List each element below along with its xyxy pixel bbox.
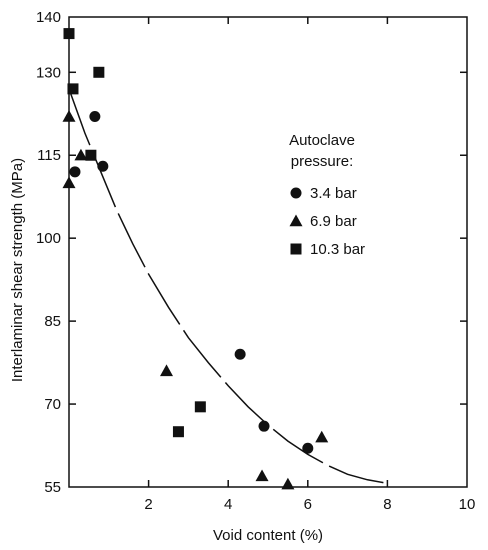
x-tick-label: 2 bbox=[144, 496, 152, 513]
data-point-6_9-bar bbox=[281, 477, 295, 490]
legend-title-line: pressure: bbox=[291, 153, 354, 170]
legend: Autoclave pressure: 3.4 bar 6.9 bar 10.3 bar bbox=[289, 132, 365, 258]
data-point-3_4-bar bbox=[69, 166, 81, 178]
legend-label: 6.9 bar bbox=[310, 213, 357, 230]
x-tick-label: 6 bbox=[304, 496, 312, 513]
data-point-6_9-bar bbox=[315, 430, 329, 443]
data-point-6_9-bar bbox=[255, 469, 269, 482]
data-point-3_4-bar bbox=[302, 442, 314, 454]
y-tick-label: 115 bbox=[37, 147, 61, 164]
x-tick-label: 10 bbox=[459, 496, 476, 513]
x-axis-title: Void content (%) bbox=[213, 527, 323, 544]
data-point-6_9-bar bbox=[62, 110, 76, 122]
y-tick-label: 100 bbox=[36, 230, 61, 247]
data-point-3_4-bar bbox=[97, 160, 109, 172]
data-point-10_3-bar bbox=[172, 426, 184, 438]
legend-label: 10.3 bar bbox=[310, 241, 365, 258]
data-point-3_4-bar bbox=[89, 111, 101, 123]
data-point-6_9-bar bbox=[160, 364, 174, 377]
plot-frame bbox=[68, 16, 468, 488]
y-tick-label: 140 bbox=[36, 9, 61, 26]
legend-marker bbox=[289, 214, 303, 227]
fit-curve bbox=[68, 88, 384, 484]
data-point-3_4-bar bbox=[234, 348, 246, 360]
axes: 2 4 6 8 10 55 70 85 100 115 130 140 bbox=[36, 9, 475, 513]
data-point-3_4-bar bbox=[258, 420, 270, 432]
y-tick-label: 55 bbox=[44, 479, 61, 496]
data-point-10_3-bar bbox=[93, 66, 105, 78]
legend-label: 3.4 bar bbox=[310, 185, 357, 202]
data-points-layer bbox=[62, 28, 329, 490]
data-point-10_3-bar bbox=[85, 149, 97, 161]
data-point-6_9-bar bbox=[62, 176, 76, 189]
legend-marker bbox=[290, 243, 302, 255]
data-point-10_3-bar bbox=[67, 83, 79, 95]
data-point-10_3-bar bbox=[194, 401, 206, 413]
legend-title-line: Autoclave bbox=[289, 132, 355, 149]
x-tick-label: 8 bbox=[383, 496, 391, 513]
y-tick-label: 70 bbox=[44, 396, 61, 413]
x-tick-label: 4 bbox=[224, 496, 232, 513]
fit-curve-layer bbox=[68, 88, 384, 484]
legend-marker bbox=[290, 187, 302, 199]
y-tick-label: 130 bbox=[36, 64, 61, 81]
y-axis-title: Interlaminar shear strength (MPa) bbox=[9, 158, 26, 382]
data-point-10_3-bar bbox=[63, 28, 75, 40]
data-point-6_9-bar bbox=[74, 148, 88, 161]
y-tick-label: 85 bbox=[44, 313, 61, 330]
